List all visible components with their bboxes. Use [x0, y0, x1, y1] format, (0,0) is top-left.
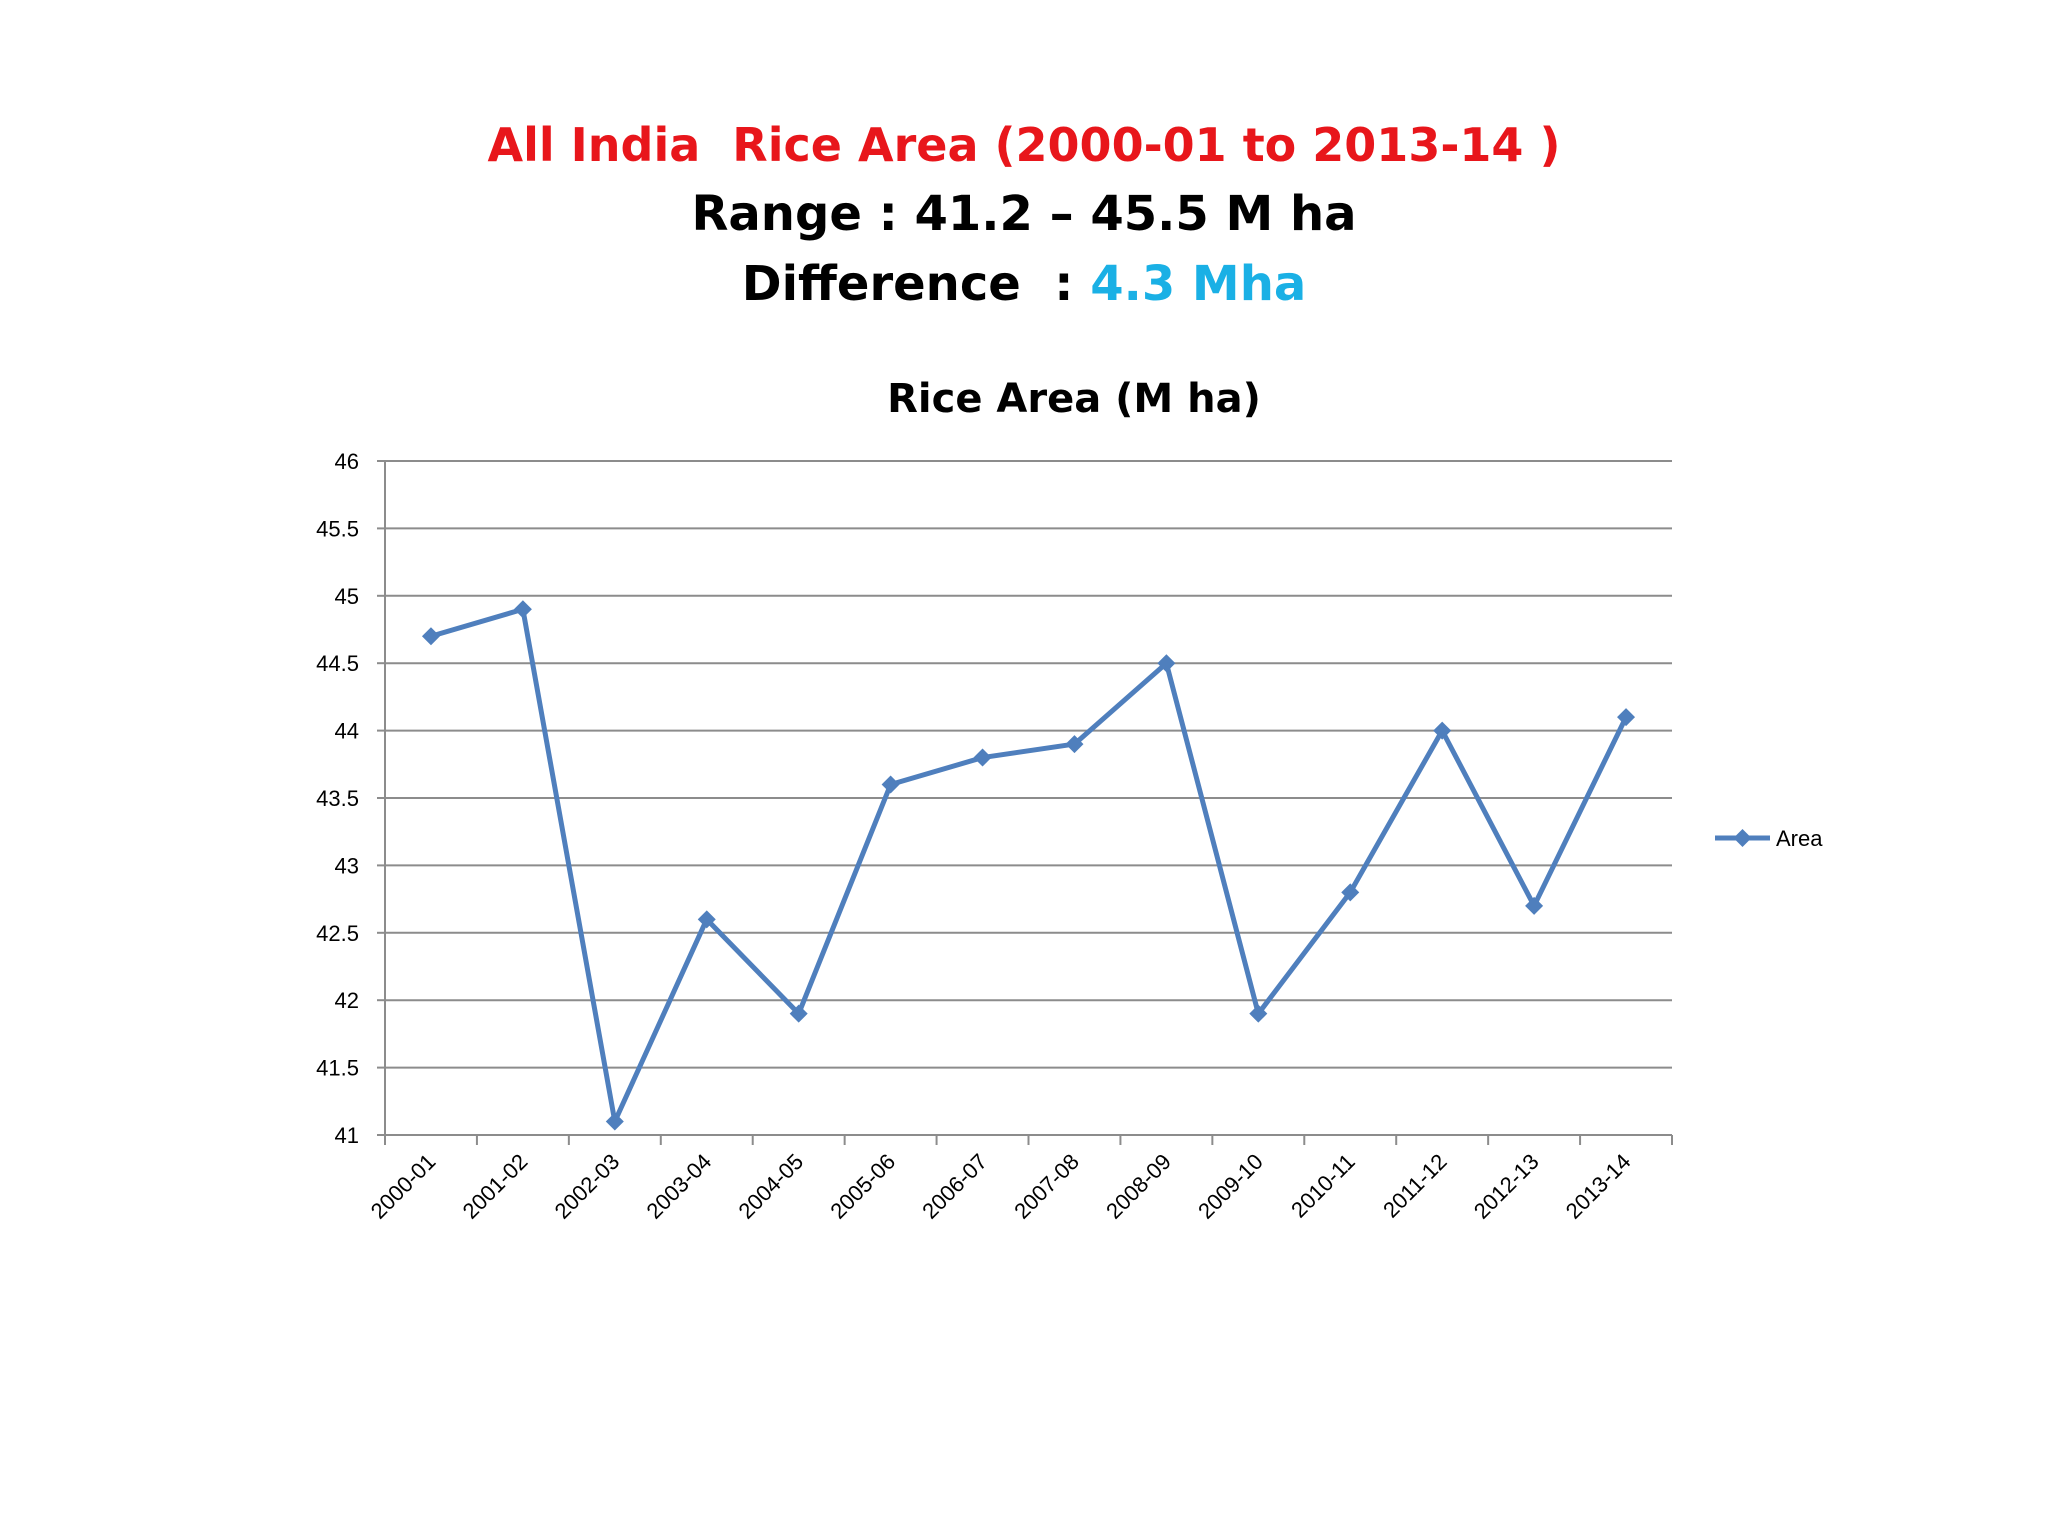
data-point-marker: [697, 910, 716, 929]
series-line-area: [428, 606, 1629, 1125]
y-tick-label: 45: [335, 584, 359, 609]
y-tick-label: 44.5: [316, 651, 359, 676]
x-tick-label: 2009-10: [1193, 1149, 1268, 1224]
x-tick-label: 2000-01: [366, 1149, 441, 1224]
legend: Area: [1715, 826, 1823, 851]
data-point-marker: [973, 748, 992, 767]
data-point-marker: [1525, 896, 1544, 915]
x-tick-label: 2005-06: [825, 1149, 900, 1224]
data-point-marker: [1249, 1004, 1268, 1023]
y-tick-label: 43: [335, 853, 359, 878]
axes: [377, 460, 1673, 1145]
range-line: Range : 41.2 – 45.5 M ha: [691, 186, 1357, 242]
data-point-marker: [1433, 721, 1452, 740]
data-point-marker: [605, 1112, 624, 1131]
y-tick-label: 46: [335, 449, 359, 474]
data-point-marker: [1341, 883, 1360, 902]
x-tick-label: 2006-07: [917, 1149, 992, 1224]
gridlines: [385, 460, 1672, 1136]
difference-label: Difference :: [741, 256, 1091, 312]
difference-line: Difference : 4.3 Mha: [0, 256, 2048, 312]
x-tick-label: 2002-03: [550, 1149, 625, 1224]
series-area: [421, 600, 1636, 1131]
x-tick-label: 2001-02: [458, 1149, 533, 1224]
x-axis-tick-labels: 2000-01 2001-02 2002-03 2003-04 2004-05 2005-…: [366, 1149, 1636, 1224]
y-tick-label: 43.5: [316, 786, 359, 811]
y-tick-label: 41: [335, 1123, 359, 1148]
y-tick-label: 44: [335, 719, 359, 744]
data-point-marker: [1065, 735, 1084, 754]
y-tick-label: 45.5: [316, 516, 359, 541]
legend-label: Area: [1776, 826, 1823, 851]
y-tick-label: 42: [335, 988, 359, 1013]
y-axis-tick-labels: 41 41.5 42 42.5 43 43.5 44 44.5 45 45.5 46: [316, 449, 359, 1148]
legend-marker-swatch: [1733, 829, 1752, 847]
difference-value: 4.3 Mha: [1090, 256, 1307, 312]
x-tick-label: 2007-08: [1009, 1149, 1084, 1224]
x-tick-label: 2011-12: [1378, 1149, 1452, 1223]
data-point-marker: [881, 775, 900, 794]
y-tick-label: 42.5: [316, 921, 359, 946]
y-tick-label: 41.5: [316, 1056, 359, 1081]
data-point-marker: [421, 627, 440, 646]
data-point-marker: [789, 1004, 808, 1023]
x-tick-label: 2012-13: [1469, 1149, 1544, 1224]
x-tick-label: 2003-04: [642, 1149, 717, 1224]
x-tick-label: 2008-09: [1101, 1149, 1176, 1224]
data-point-marker: [513, 600, 532, 619]
data-point-marker: [1157, 654, 1176, 673]
chart-title: Rice Area (M ha): [887, 376, 1261, 422]
data-point-marker: [1617, 708, 1636, 727]
slide-title: All India Rice Area (2000-01 to 2013-14 …: [487, 118, 1561, 172]
x-tick-label: 2013-14: [1561, 1149, 1636, 1224]
x-tick-label: 2010-11: [1286, 1149, 1360, 1223]
x-tick-label: 2004-05: [733, 1149, 808, 1224]
